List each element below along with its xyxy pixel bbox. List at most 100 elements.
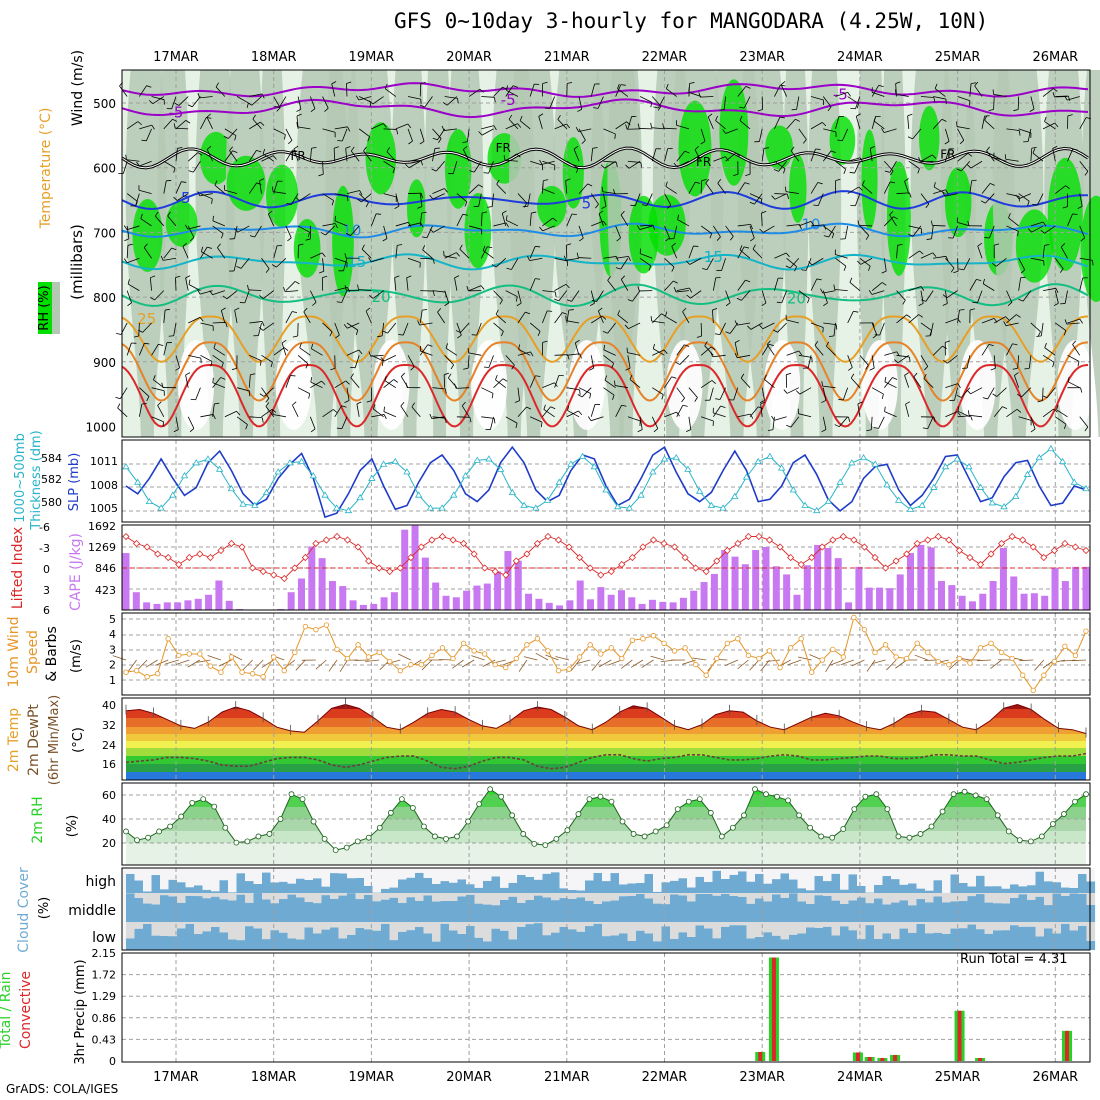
cloud-cell [687,887,696,893]
rh-shade-dry [861,340,898,430]
cloud-cell-clear [993,868,1002,887]
cloud-cell [695,894,705,922]
cloud-cell-clear [899,922,909,929]
wind-barb [468,285,482,291]
cloud-cell-clear [355,893,365,900]
wind-barb-flag [849,171,855,174]
cloud-cell [610,935,620,950]
cloud-cell [491,876,501,893]
wind-barb-flag [918,314,924,318]
thickness-point [836,478,844,485]
thickness-point [356,493,364,501]
y-tick-label-right: 1692 [88,520,116,533]
wind-barb-flag [625,367,631,371]
wind-barb [200,193,213,200]
wind-barb-flag [1054,122,1059,128]
wind-barb [217,247,226,259]
wind-barb-flag [261,321,265,327]
cloud-cell [296,878,305,893]
wind-barb [1064,290,1068,304]
cape-bar [1020,593,1028,610]
wind-barb [1055,185,1066,194]
wind-barb-flag [822,122,827,127]
wind-barb [774,416,787,421]
cloud-cell-clear [780,922,790,940]
wind-barb-flag [743,246,750,249]
wind-barb [138,403,143,417]
temp2m-frame [121,697,1091,781]
li-point [755,532,763,541]
wind-barb-flag [853,310,859,313]
cloud-cell-clear [806,893,815,904]
wind-barb [957,310,960,324]
wind-barb [187,225,201,230]
wind-barb [206,116,213,130]
wind-barb [969,83,972,97]
cloud-cell [457,896,467,922]
wind-barb-flag [526,406,532,410]
cloud-cell-clear [287,893,297,895]
cloud-cell-clear [763,893,773,902]
wind-barb [322,193,334,201]
cloud-cell [245,902,254,922]
cloud-cell [942,902,951,922]
wind-barb-flag [1020,269,1026,274]
cloud-cell-clear [1010,868,1019,885]
x-tick-label: 23MAR [739,1070,785,1085]
wind-barb [463,149,470,162]
li-point [322,536,331,544]
wind-barb-flag [272,186,274,192]
wind-barb [749,406,759,418]
wind-barb-flag [766,340,771,345]
wind-barb-flag [172,118,178,122]
wind10-barb [760,659,770,672]
wind-barb-flag [1007,302,1013,306]
wind-barb-flag [562,312,568,315]
wind-barb [163,180,167,194]
thickness-point [169,491,177,498]
cloud-cell-clear [831,922,841,936]
wind-barb [163,160,176,169]
wind-barb [760,403,763,417]
wind10-point [450,655,456,662]
wind-barb [615,255,629,259]
wind-barb-flag [1037,400,1043,403]
wind-barb-flag [483,172,489,174]
cloud-cell-clear [729,868,739,875]
wind-barb-flag [785,252,790,258]
ylabel-wind: Wind (m/s) [70,50,86,126]
cape-bar [834,558,842,610]
li-point [449,536,457,544]
wind-barb-flag [417,320,420,326]
li-point [544,532,552,541]
wind-barb-flag [372,404,376,410]
wind10-point [650,633,657,639]
wind-barb [811,257,824,266]
cape-bar [638,603,646,610]
wind-barb-flag [933,97,936,103]
li-point [533,539,541,548]
wind-barb [634,193,641,206]
wind-barb-flag [123,225,128,230]
wind-barb [920,96,934,98]
rh2m-point [1027,838,1034,845]
wind10-point [946,661,952,668]
wind-barb-flag [234,307,240,311]
wind10-point [714,655,720,662]
cloud-cell [321,929,331,950]
wind-barb [780,84,787,97]
wind-barb-flag [761,210,767,214]
cloud-cell [219,932,229,950]
thickness-point [1012,492,1020,499]
wind-barb [665,186,677,194]
li-point [597,571,605,579]
cloud-cell [287,883,297,893]
li-point [259,567,267,576]
li-point [713,557,721,565]
wind-barb-flag [361,244,365,250]
cloud-cell [840,926,849,950]
cape-bar [907,553,915,610]
wind-barb-flag [969,308,975,311]
li-point [818,543,826,551]
wind-barb [233,258,238,272]
